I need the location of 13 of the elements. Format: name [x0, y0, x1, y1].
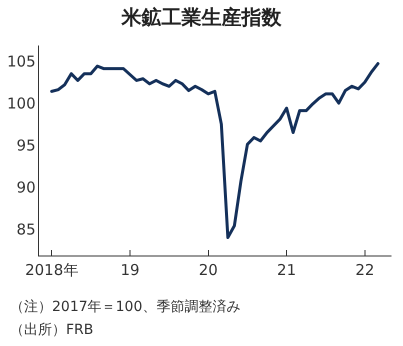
- text: （出所）FRB: [9, 321, 94, 340]
- y-tick-label: 105: [6, 52, 36, 71]
- y-tick-label: 85: [16, 220, 36, 239]
- text: （注）2017年＝100、季節調整済み: [9, 298, 242, 317]
- x-tick-label: 21: [277, 260, 296, 279]
- y-tick-label: 90: [16, 178, 36, 197]
- x-tick-label: 2018年: [25, 260, 78, 279]
- y-tick-label: 95: [16, 136, 36, 155]
- x-tick-label: 19: [120, 260, 140, 279]
- y-tick-label: 100: [6, 94, 36, 113]
- x-tick-label: 22: [355, 260, 374, 279]
- chart-title: 米鉱工業生産指数: [120, 4, 282, 31]
- x-tick-label: 20: [198, 260, 218, 279]
